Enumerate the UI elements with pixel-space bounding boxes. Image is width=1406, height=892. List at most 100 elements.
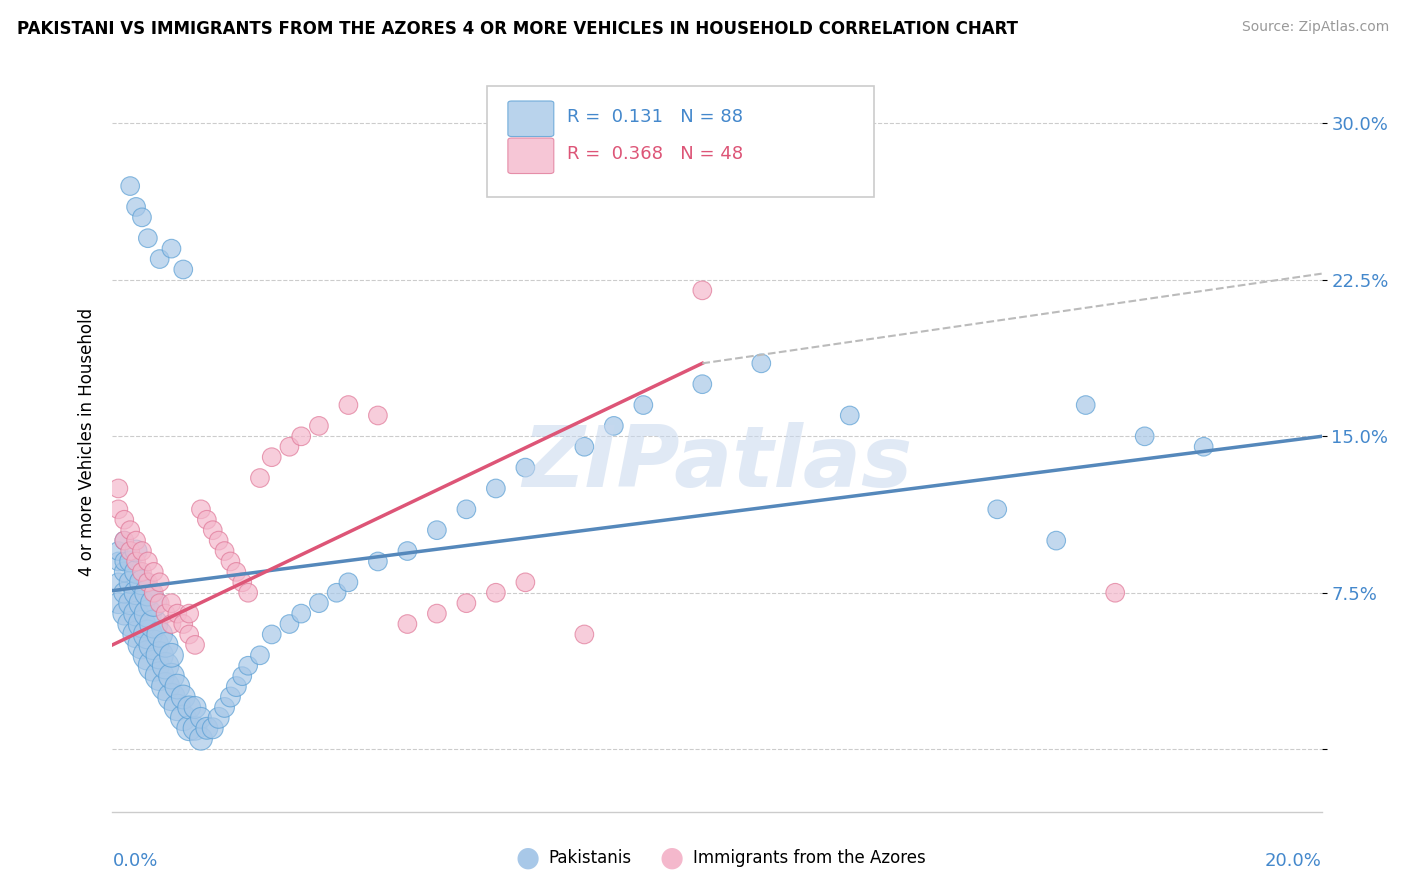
Point <box>107 502 129 516</box>
Point <box>574 627 596 641</box>
Point <box>179 721 201 735</box>
Point <box>142 658 165 673</box>
Point <box>603 418 626 433</box>
Point <box>107 596 129 610</box>
Point <box>749 356 772 370</box>
Point <box>112 533 135 548</box>
Point <box>190 502 212 516</box>
Point <box>155 680 177 694</box>
Point <box>131 211 153 225</box>
Point <box>166 607 188 621</box>
Point <box>120 544 142 558</box>
Text: R =  0.131   N = 88: R = 0.131 N = 88 <box>567 108 744 126</box>
Point <box>838 409 860 423</box>
Point <box>142 638 165 652</box>
Point <box>692 377 714 392</box>
Point <box>633 398 655 412</box>
Point <box>485 482 508 496</box>
Point <box>142 596 165 610</box>
Point <box>308 596 330 610</box>
Text: ●: ● <box>515 844 540 872</box>
Point <box>986 502 1008 516</box>
Text: 20.0%: 20.0% <box>1265 853 1322 871</box>
Point <box>456 502 478 516</box>
Point <box>160 648 183 663</box>
Point <box>231 669 253 683</box>
Point <box>179 607 201 621</box>
Point <box>337 575 360 590</box>
Point <box>290 607 312 621</box>
Point <box>1133 429 1156 443</box>
Text: ZIPatlas: ZIPatlas <box>522 422 912 505</box>
Point <box>112 533 135 548</box>
Point <box>131 565 153 579</box>
Point <box>172 617 194 632</box>
Point <box>149 575 172 590</box>
Point <box>184 638 207 652</box>
Point <box>515 460 537 475</box>
Point <box>1074 398 1097 412</box>
Point <box>485 586 508 600</box>
Point <box>337 398 360 412</box>
Point <box>515 575 537 590</box>
Point <box>260 627 283 641</box>
Point <box>136 575 159 590</box>
Point <box>1104 586 1126 600</box>
Point <box>149 596 172 610</box>
FancyBboxPatch shape <box>508 138 554 174</box>
Y-axis label: 4 or more Vehicles in Household: 4 or more Vehicles in Household <box>77 308 96 575</box>
Point <box>195 513 218 527</box>
Point <box>155 607 177 621</box>
Text: ●: ● <box>659 844 685 872</box>
Point <box>214 544 236 558</box>
Point <box>125 533 148 548</box>
Text: PAKISTANI VS IMMIGRANTS FROM THE AZORES 4 OR MORE VEHICLES IN HOUSEHOLD CORRELAT: PAKISTANI VS IMMIGRANTS FROM THE AZORES … <box>17 20 1018 37</box>
Point <box>107 554 129 568</box>
Point <box>131 638 153 652</box>
Point <box>195 721 218 735</box>
Point <box>160 242 183 256</box>
Point <box>131 596 153 610</box>
Point <box>172 262 194 277</box>
Point <box>396 544 419 558</box>
Point <box>201 523 224 537</box>
Point <box>214 700 236 714</box>
Point <box>131 544 153 558</box>
Point <box>367 554 389 568</box>
Point <box>136 586 159 600</box>
Point <box>136 648 159 663</box>
Point <box>131 617 153 632</box>
Text: R =  0.368   N = 48: R = 0.368 N = 48 <box>567 145 744 162</box>
Text: 0.0%: 0.0% <box>112 853 157 871</box>
Point <box>290 429 312 443</box>
Point <box>396 617 419 632</box>
Point <box>125 607 148 621</box>
Point <box>112 586 135 600</box>
Point <box>426 607 449 621</box>
Point <box>219 554 242 568</box>
FancyBboxPatch shape <box>488 87 875 197</box>
Point <box>166 680 188 694</box>
Point <box>125 200 148 214</box>
Point <box>149 648 172 663</box>
Point <box>249 471 271 485</box>
Point <box>166 700 188 714</box>
Point <box>120 523 142 537</box>
Point <box>149 627 172 641</box>
Point <box>190 711 212 725</box>
Point <box>160 690 183 704</box>
Point <box>208 711 231 725</box>
Point <box>456 596 478 610</box>
Point <box>249 648 271 663</box>
Point <box>112 513 135 527</box>
Point <box>112 565 135 579</box>
Point <box>160 596 183 610</box>
Point <box>149 252 172 266</box>
Point <box>179 700 201 714</box>
Point <box>1192 440 1215 454</box>
Point <box>136 627 159 641</box>
Point <box>184 721 207 735</box>
Point <box>136 554 159 568</box>
Point <box>172 690 194 704</box>
Point <box>120 575 142 590</box>
